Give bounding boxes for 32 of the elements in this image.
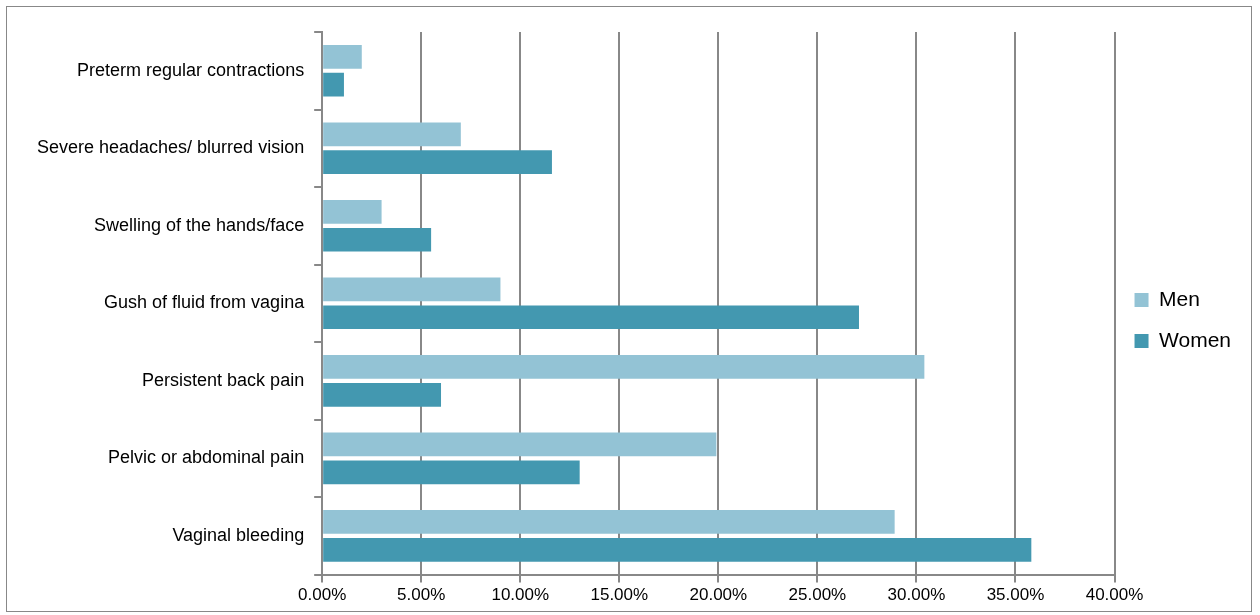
bar [323,537,1032,562]
bar [323,199,382,224]
y-tick-label: Vaginal bleeding [172,524,305,545]
x-tick-label: 20.00% [689,585,748,605]
bar [323,355,925,379]
bar [323,277,501,302]
x-tick-label: 40.00% [1085,585,1144,605]
y-tick-label: Swelling of the hands/face [94,214,305,235]
bar [323,227,432,252]
x-tick-label: 5.00% [397,585,446,605]
bar [323,44,362,69]
legend-label: Women [1159,327,1232,351]
bar [323,432,717,457]
bar [323,382,442,407]
y-tick-label: Preterm regular contractions [77,59,305,80]
y-tick-label: Persistent back pain [142,369,305,390]
legend-label: Men [1159,286,1200,310]
x-tick-label: 25.00% [788,585,847,605]
y-tick-label: Severe headaches/ blurred vision [36,137,305,158]
bar [323,72,344,97]
bar [323,460,580,485]
y-tick-label: Pelvic or abdominal pain [108,447,305,468]
x-tick-label: 15.00% [590,585,649,605]
x-tick-label: 35.00% [986,585,1045,605]
bar [323,510,895,534]
x-tick-label: 10.00% [491,585,550,605]
bar [323,305,859,330]
bar [323,150,552,175]
x-tick-label: 0.00% [298,585,347,605]
bar [323,122,461,147]
y-tick-label: Gush of fluid from vagina [104,292,306,313]
x-tick-label: 30.00% [887,585,946,605]
